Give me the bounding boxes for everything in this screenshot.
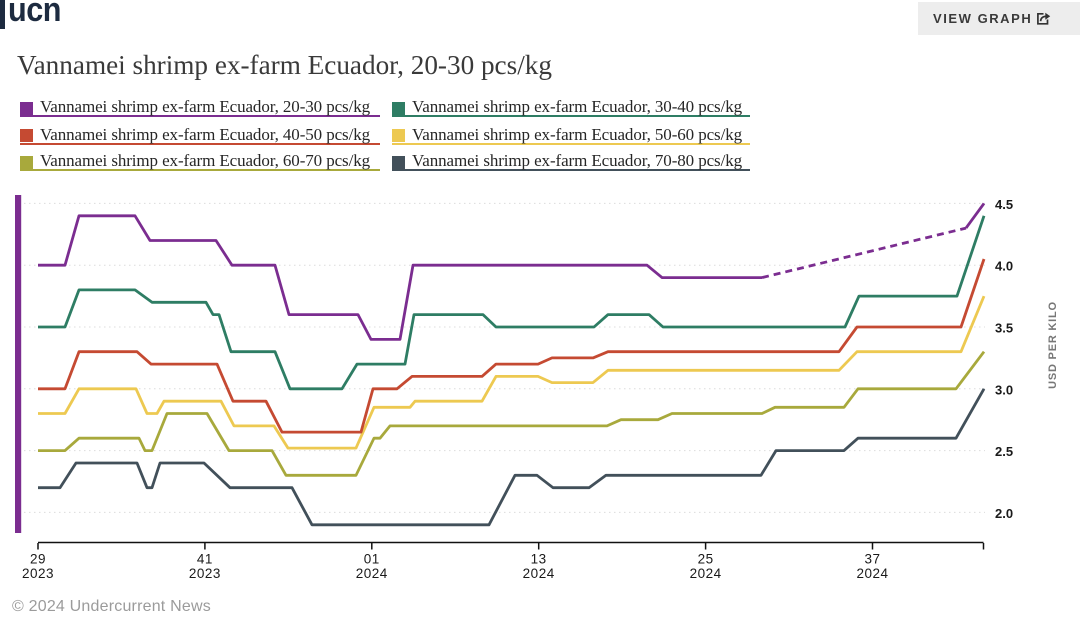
svg-text:13: 13 bbox=[531, 552, 547, 567]
svg-text:4.0: 4.0 bbox=[995, 259, 1013, 274]
svg-text:4.5: 4.5 bbox=[995, 197, 1013, 212]
svg-text:2023: 2023 bbox=[189, 566, 221, 581]
svg-text:2.5: 2.5 bbox=[995, 444, 1013, 459]
svg-text:3.0: 3.0 bbox=[995, 382, 1013, 397]
svg-text:USD PER KILO: USD PER KILO bbox=[1047, 301, 1059, 389]
svg-text:25: 25 bbox=[698, 552, 714, 567]
svg-text:2.0: 2.0 bbox=[995, 506, 1013, 521]
svg-text:01: 01 bbox=[364, 552, 380, 567]
svg-text:37: 37 bbox=[864, 552, 880, 567]
svg-text:2023: 2023 bbox=[22, 566, 54, 581]
svg-text:3.5: 3.5 bbox=[995, 321, 1013, 336]
svg-text:2024: 2024 bbox=[523, 566, 555, 581]
svg-text:2024: 2024 bbox=[856, 566, 888, 581]
svg-text:2024: 2024 bbox=[690, 566, 722, 581]
svg-text:41: 41 bbox=[197, 552, 213, 567]
svg-text:29: 29 bbox=[30, 552, 46, 567]
svg-text:2024: 2024 bbox=[356, 566, 388, 581]
